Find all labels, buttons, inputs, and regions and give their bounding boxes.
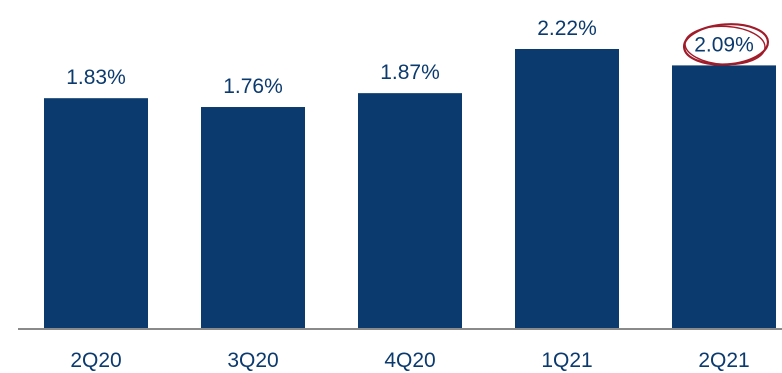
category-label-4q20: 4Q20 — [384, 349, 435, 372]
value-label-1q21: 2.22% — [537, 17, 597, 40]
bar-1q21 — [515, 49, 619, 329]
bar-2q20 — [44, 98, 148, 330]
value-labels-group: 1.83% 1.76% 1.87% 2.22% 2.09% — [66, 17, 754, 98]
category-label-3q20: 3Q20 — [227, 349, 278, 372]
category-labels-group: 2Q20 3Q20 4Q20 1Q21 2Q21 — [70, 349, 749, 372]
value-label-2q21: 2.09% — [694, 33, 754, 56]
bar-4q20 — [358, 93, 462, 330]
highlight-ring-inner — [684, 25, 766, 66]
category-label-1q21: 1Q21 — [541, 349, 592, 372]
value-label-2q20: 1.83% — [66, 66, 126, 89]
category-label-2q21: 2Q21 — [698, 349, 749, 372]
highlight-group — [682, 23, 770, 66]
value-label-3q20: 1.76% — [223, 75, 283, 98]
value-label-4q20: 1.87% — [380, 61, 440, 84]
category-label-2q20: 2Q20 — [70, 349, 121, 372]
bars-group — [44, 49, 776, 330]
bar-2q21 — [672, 65, 776, 329]
bar-3q20 — [201, 107, 305, 329]
